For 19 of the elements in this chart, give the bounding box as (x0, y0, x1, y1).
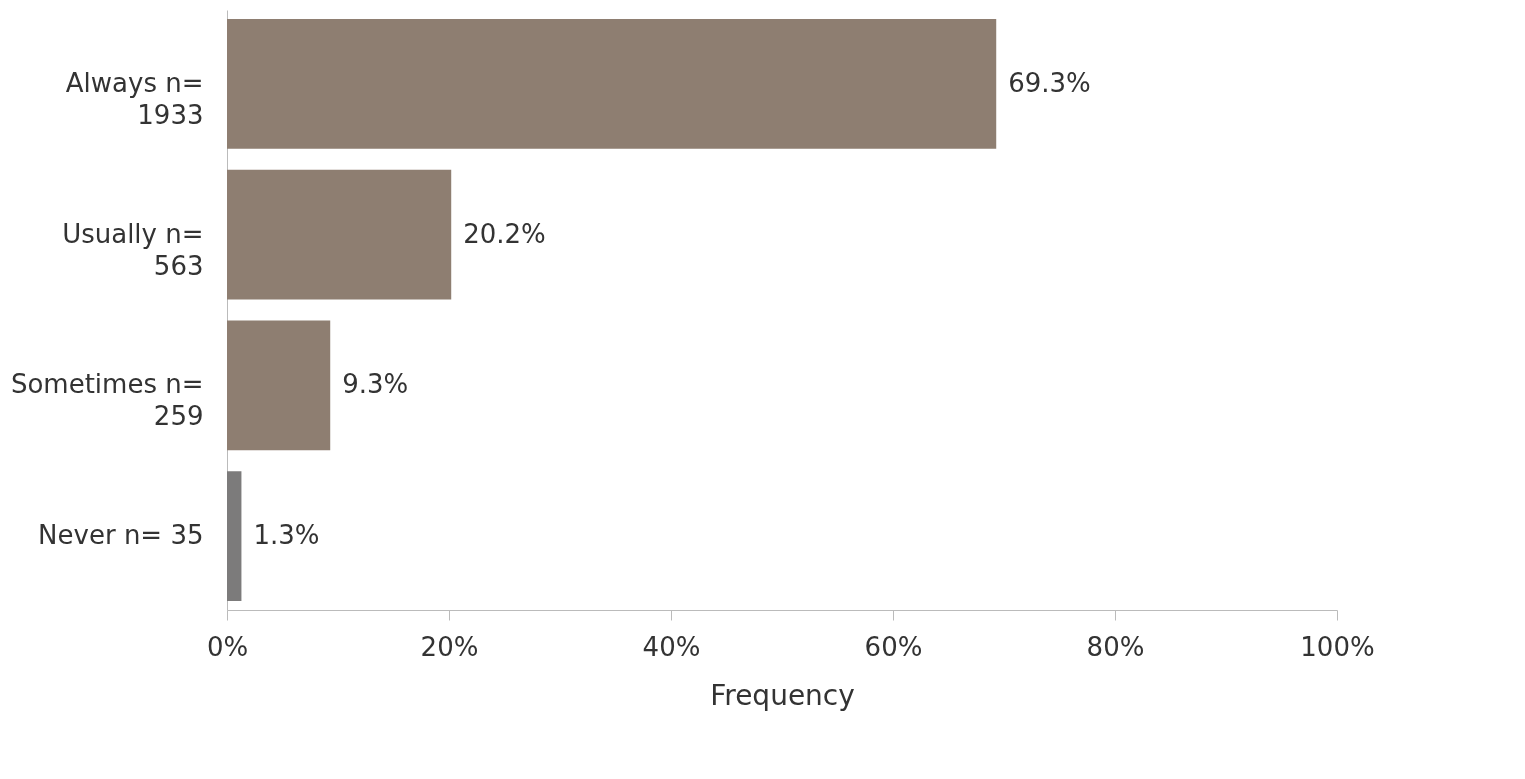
x-tick-label: 100% (1300, 631, 1375, 662)
bar (227, 471, 242, 601)
x-axis-title: Frequency (710, 678, 855, 712)
bar (227, 19, 997, 149)
y-tick-label: Usually n= 563 (62, 218, 204, 281)
bar (227, 320, 331, 451)
x-tick-label: 80% (1086, 631, 1145, 662)
y-tick-label: Sometimes n= 259 (10, 369, 204, 432)
y-tick-label: Never n= 35 (38, 520, 204, 551)
data-label: 69.3% (1008, 67, 1091, 98)
x-tick-label: 20% (420, 631, 479, 662)
data-label: 9.3% (342, 369, 409, 400)
y-tick-label: Always n= 1933 (65, 67, 204, 130)
x-tick-label: 60% (864, 631, 923, 662)
data-label: 1.3% (253, 520, 320, 551)
bar (227, 169, 452, 300)
x-tick-label: 0% (206, 631, 249, 662)
x-tick-label: 40% (642, 631, 701, 662)
data-label: 20.2% (463, 218, 546, 249)
